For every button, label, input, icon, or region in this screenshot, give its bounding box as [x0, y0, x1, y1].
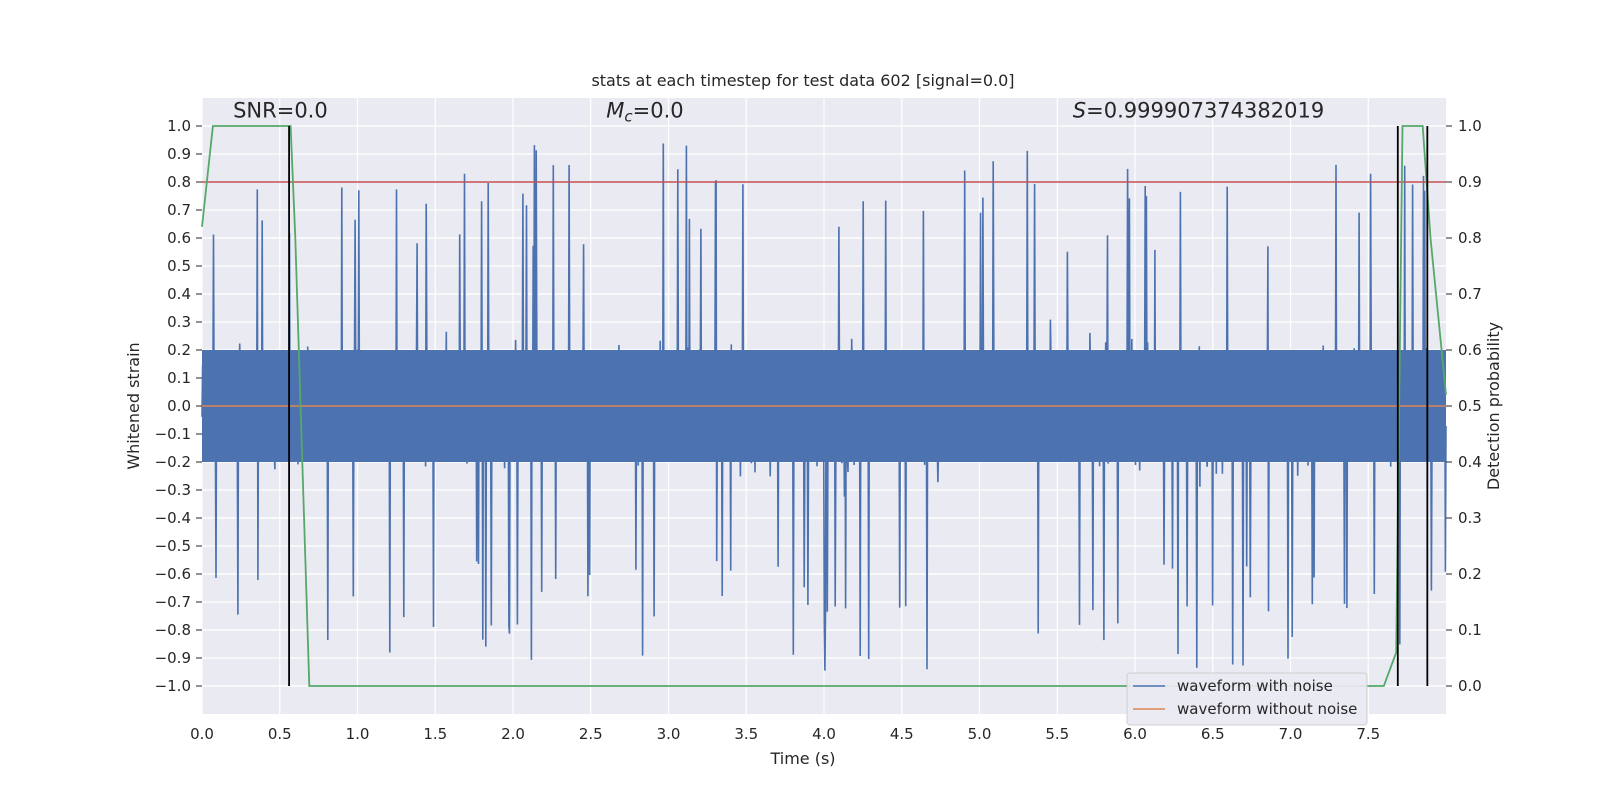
y-tick-label-15: −0.5 [155, 537, 191, 555]
y-tick-label-12: −0.2 [155, 453, 191, 471]
y-tick-label-6: 0.4 [167, 285, 191, 303]
x-tick-label-10: 5.0 [968, 725, 992, 743]
y-tick-label-11: −0.1 [155, 425, 191, 443]
y-tick-label-7: 0.3 [167, 313, 191, 331]
y-tick-label-1: 0.9 [167, 145, 191, 163]
y-tick-label-19: −0.9 [155, 649, 191, 667]
overlay-series [201, 125, 1447, 687]
x-tick-label-2: 1.0 [346, 725, 370, 743]
y-tick-label-3: 0.7 [167, 201, 191, 219]
x-tick-label-7: 3.5 [734, 725, 758, 743]
y-tick-label-5: 0.5 [167, 257, 191, 275]
y-tick-label-17: −0.7 [155, 593, 191, 611]
y2-tick-label-8: 0.2 [1458, 565, 1482, 583]
x-tick-label-6: 3.0 [657, 725, 681, 743]
x-tick-label-8: 4.0 [812, 725, 836, 743]
y-tick-label-13: −0.3 [155, 481, 191, 499]
legend-box [1126, 672, 1368, 726]
x-tick-label-9: 4.5 [890, 725, 914, 743]
annotations: SNR=0.0 Mc=0.0 S=0.999907374382019 [233, 99, 1324, 126]
y2-tick-label-4: 0.6 [1458, 341, 1482, 359]
annotation-snr: SNR=0.0 [233, 99, 328, 123]
y2-tick-label-10: 0.0 [1458, 677, 1482, 695]
y-tick-label-14: −0.4 [155, 509, 191, 527]
detection-probability-line [201, 125, 1447, 687]
legend-label-noise: waveform with noise [1177, 677, 1333, 695]
annotation-mc: Mc=0.0 [606, 99, 683, 126]
legend-label-clean: waveform without noise [1177, 700, 1357, 718]
axis-ticks: 0.0 0.5 1.0 1.5 2.0 2.5 3.0 3.5 4.0 4.5 5.0 5.5 6.0 6… [155, 117, 1482, 743]
x-tick-label-11: 5.5 [1045, 725, 1069, 743]
x-tick-label-12: 6.0 [1123, 725, 1147, 743]
x-tick-label-4: 2.0 [501, 725, 525, 743]
y-tick-label-10: 0.0 [167, 397, 191, 415]
y2-tick-label-6: 0.4 [1458, 453, 1482, 471]
y-tick-label-9: 0.1 [167, 369, 191, 387]
x-tick-label-0: 0.0 [190, 725, 214, 743]
x-tick-label-14: 7.0 [1279, 725, 1303, 743]
x-tick-label-3: 1.5 [423, 725, 447, 743]
y-tick-label-16: −0.6 [155, 565, 191, 583]
x-tick-label-13: 6.5 [1201, 725, 1225, 743]
x-tick-label-1: 0.5 [268, 725, 292, 743]
y-tick-label-4: 0.6 [167, 229, 191, 247]
y2-tick-label-1: 0.9 [1458, 173, 1482, 191]
annotation-s: S=0.999907374382019 [1073, 99, 1324, 123]
x-axis-label: Time (s) [769, 749, 835, 768]
y-tick-label-2: 0.8 [167, 173, 191, 191]
chart-title: stats at each timestep for test data 602… [591, 71, 1014, 90]
y-tick-label-0: 1.0 [167, 117, 191, 135]
y2-tick-label-2: 0.8 [1458, 229, 1482, 247]
y-tick-label-20: −1.0 [155, 677, 191, 695]
y-axis-label: Whitened strain [124, 342, 143, 469]
y-tick-label-8: 0.2 [167, 341, 191, 359]
y-tick-label-18: −0.8 [155, 621, 191, 639]
x-tick-label-15: 7.5 [1356, 725, 1380, 743]
y2-axis-label: Detection probability [1484, 322, 1503, 490]
y2-tick-label-0: 1.0 [1458, 117, 1482, 135]
y2-tick-label-5: 0.5 [1458, 397, 1482, 415]
y2-tick-label-7: 0.3 [1458, 509, 1482, 527]
y2-tick-label-9: 0.1 [1458, 621, 1482, 639]
x-tick-label-5: 2.5 [579, 725, 603, 743]
legend: waveform with noise waveform without noi… [1126, 672, 1368, 726]
y2-tick-label-3: 0.7 [1458, 285, 1482, 303]
